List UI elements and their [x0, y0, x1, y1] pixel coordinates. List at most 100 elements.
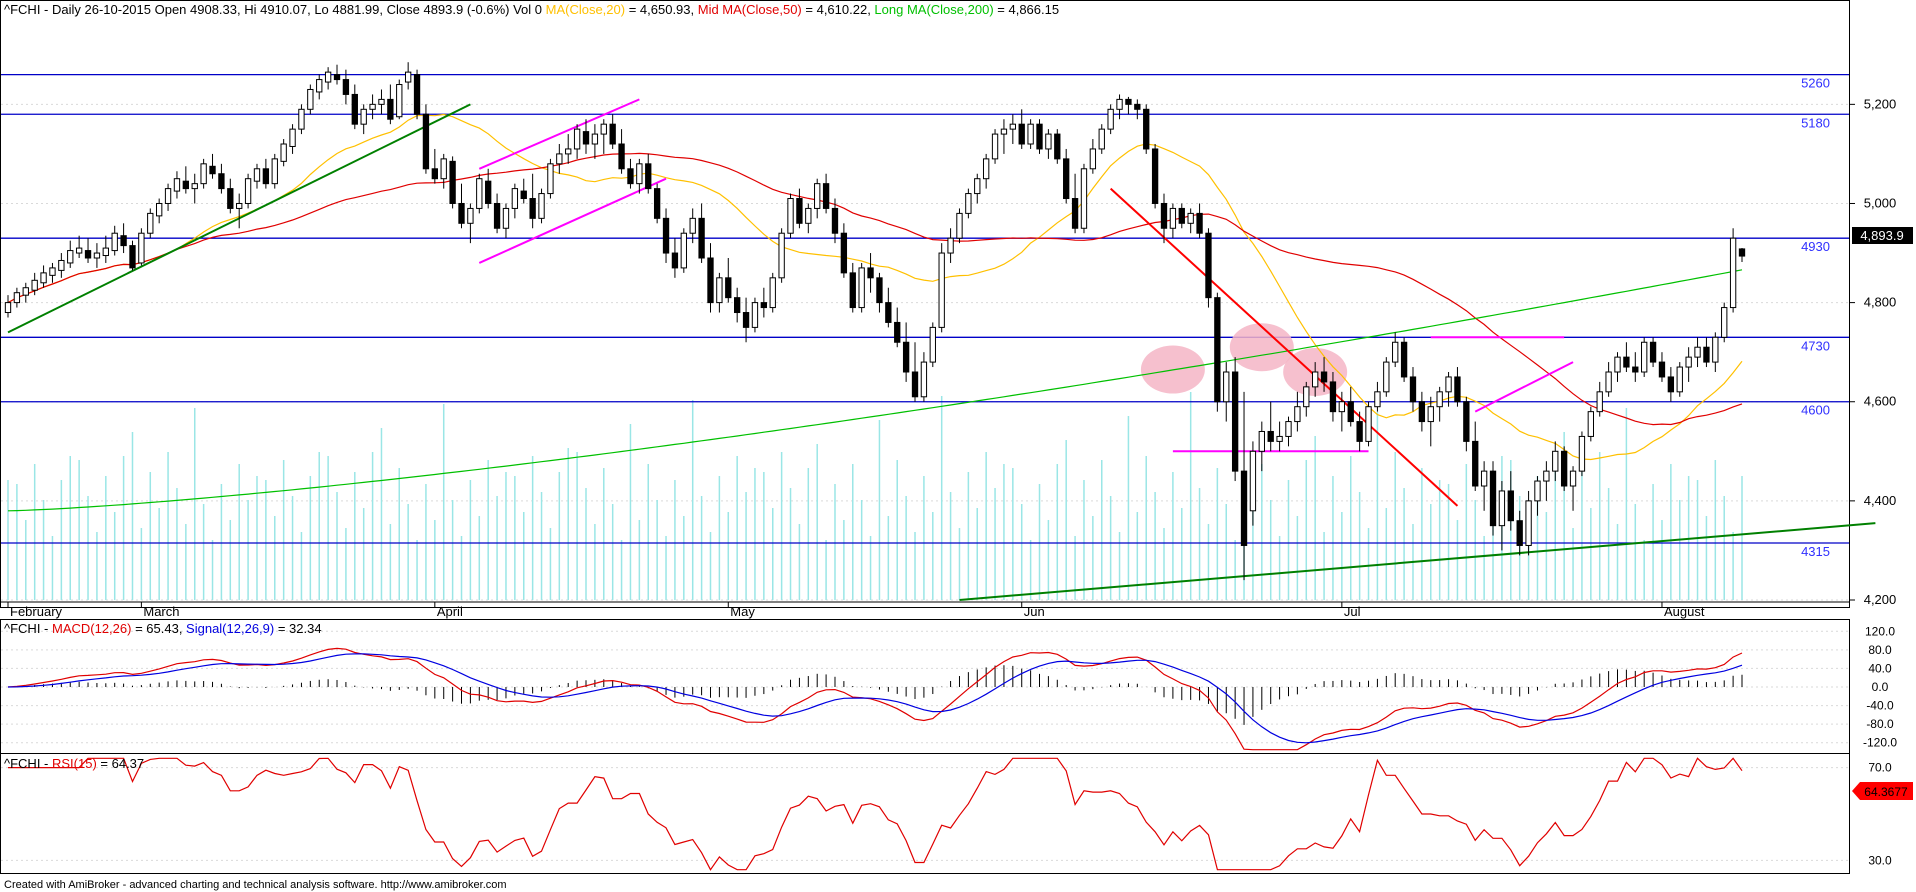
candle-body	[1125, 98, 1132, 105]
candle-body	[1587, 411, 1594, 437]
candle-body	[431, 168, 438, 180]
candle-body	[1578, 435, 1586, 472]
candle-body	[1098, 128, 1105, 150]
candle-body	[725, 277, 732, 299]
candle-body	[493, 202, 501, 229]
candle-body	[947, 237, 954, 254]
candle-body	[1418, 401, 1426, 423]
candle-body	[1160, 202, 1168, 229]
candle-body	[1089, 148, 1097, 170]
rsi-header-label: RSI(15)	[52, 756, 97, 771]
candle-body	[1249, 450, 1257, 512]
month-axis: FebruaryMarchAprilMayJunJulAugustSeptemb…	[1, 601, 1849, 619]
rsi-header: ^FCHI - RSI(15) = 64.37	[4, 756, 144, 771]
candle-body	[796, 198, 803, 224]
macd-axis-label: -40.0	[1866, 699, 1894, 713]
candle-body	[1463, 401, 1470, 442]
level-label: 4730	[1801, 338, 1830, 353]
candle-body	[227, 188, 234, 209]
candle-body	[1445, 376, 1452, 393]
candle-body	[858, 267, 865, 309]
candle-body	[956, 212, 963, 239]
candle-body	[1641, 341, 1648, 373]
candle-body	[1347, 401, 1354, 423]
highlight-ellipse	[1229, 323, 1294, 372]
ma20-line	[7, 113, 1743, 461]
candle-body	[1543, 470, 1550, 482]
candle-body	[1107, 108, 1114, 130]
last-price-tag: 4,893.9	[1852, 227, 1913, 244]
rsi-last-box	[1852, 782, 1913, 800]
level-label: 4930	[1801, 239, 1830, 254]
candle-body	[1329, 381, 1337, 413]
month-label: Jun	[1024, 604, 1045, 619]
candle-body	[618, 143, 625, 170]
candle-body	[369, 103, 376, 110]
candle-body	[200, 163, 207, 185]
candle-body	[31, 279, 38, 291]
candle-body	[1472, 440, 1479, 487]
candle-body	[1392, 341, 1399, 363]
candle-body	[698, 217, 705, 259]
rsi-axis-label: 30.0	[1868, 853, 1892, 867]
candle-body	[1018, 123, 1025, 145]
macd-header: ^FCHI - MACD(12,26) = 65.43, Signal(12,2…	[4, 621, 322, 636]
candle-body	[680, 232, 687, 269]
candle-body	[333, 74, 341, 81]
candle-body	[1214, 297, 1221, 403]
candle-body	[1614, 356, 1621, 373]
candle-body	[538, 193, 545, 219]
candle-body	[1151, 148, 1159, 204]
candle-body	[467, 207, 474, 224]
macd-panel: 120.0 80.0 40.0 0.0 -40.0 -80.0 -120.0 ^FCHI -…	[0, 619, 1897, 754]
candle-body	[689, 217, 696, 234]
candle-body	[1356, 421, 1363, 442]
candle-body	[1258, 430, 1265, 452]
candle-body	[1267, 430, 1274, 442]
macd-header-signal-value: = 32.34	[278, 621, 322, 636]
candle-body	[244, 178, 252, 204]
price-header: ^FCHI - Daily 26-10-2015 Open 4908.33, H…	[4, 2, 1059, 17]
candle-body	[236, 202, 243, 209]
candle-body	[520, 190, 527, 200]
candle-body	[1187, 212, 1194, 224]
candle-body	[147, 212, 154, 234]
candle-body	[974, 178, 981, 195]
candle-body	[485, 180, 492, 204]
macd-lines	[7, 647, 1743, 751]
candle-body	[822, 183, 830, 209]
moving-average-lines	[7, 113, 1743, 512]
macd-axis-label: 120.0	[1865, 624, 1895, 638]
candle-body	[138, 232, 145, 264]
candle-body	[102, 247, 109, 257]
candle-body	[1338, 401, 1346, 413]
rsi-axis-label: 70.0	[1868, 761, 1892, 775]
ma200-line	[7, 269, 1743, 512]
candle-body	[387, 98, 394, 120]
candle-body	[929, 326, 936, 363]
candle-body	[1374, 391, 1381, 408]
candle-body	[742, 312, 750, 328]
candle-body	[1045, 133, 1052, 150]
candle-body	[662, 217, 670, 254]
candle-body	[84, 250, 92, 259]
candle-body	[342, 79, 350, 95]
candle-body	[4, 302, 12, 314]
rsi-axis: 70.0 30.0	[1868, 761, 1892, 868]
candle-body	[58, 259, 65, 271]
month-label: May	[730, 604, 755, 619]
price-axis-label: 5,200	[1864, 96, 1897, 111]
candle-body	[1685, 356, 1692, 368]
month-label: August	[1664, 604, 1705, 619]
candle-body	[1276, 435, 1283, 442]
candle-body	[67, 250, 74, 264]
candle-body	[13, 292, 21, 304]
candle-body	[1721, 307, 1728, 338]
header-ma50-label: Mid MA(Close,50)	[698, 2, 802, 17]
candle-body	[75, 247, 83, 254]
candle-body	[760, 302, 768, 309]
candle-body	[1534, 480, 1541, 502]
candle-body	[1320, 371, 1328, 383]
candle-body	[1498, 490, 1506, 527]
candle-body	[280, 143, 287, 162]
